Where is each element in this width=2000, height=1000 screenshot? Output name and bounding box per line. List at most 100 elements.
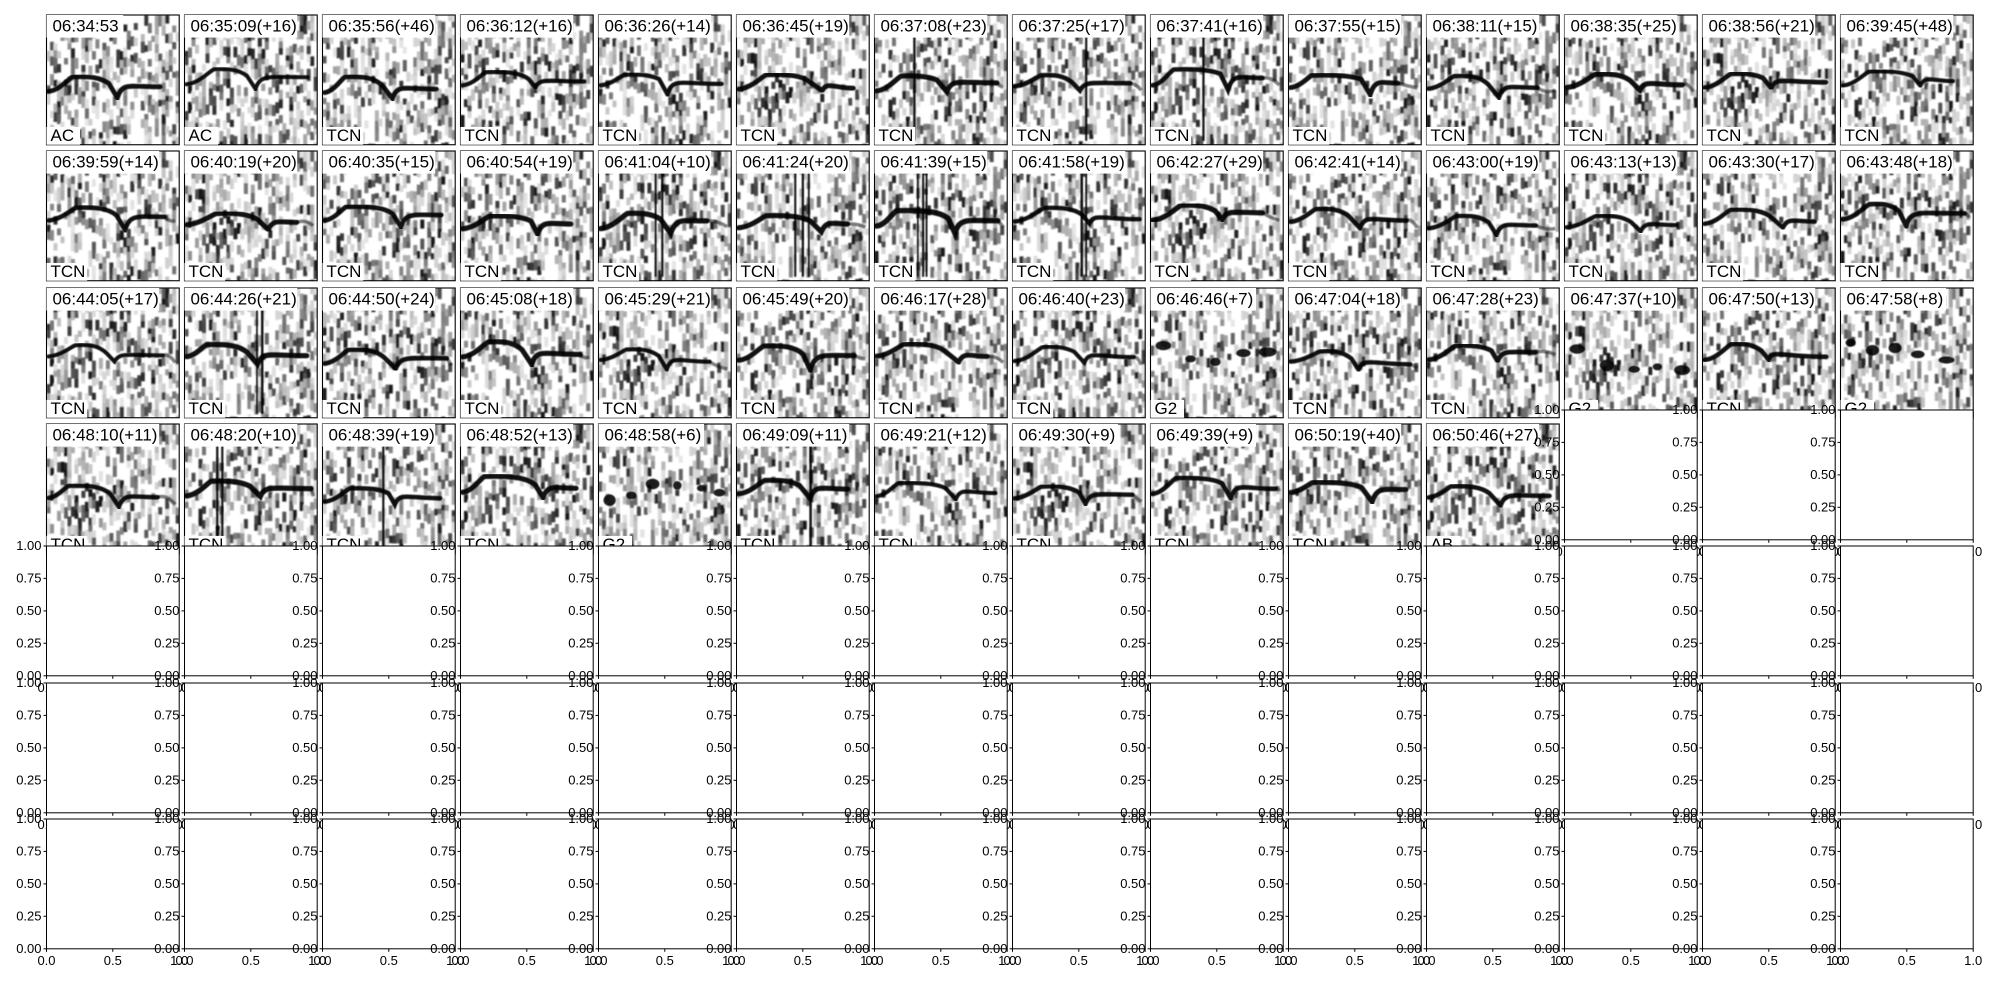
- svg-text:0.75: 0.75: [430, 707, 455, 722]
- svg-text:0.25: 0.25: [1120, 772, 1145, 787]
- svg-text:1.00: 1.00: [1120, 538, 1145, 553]
- svg-text:0.75: 0.75: [706, 843, 731, 858]
- svg-text:0.25: 0.25: [1810, 499, 1835, 514]
- svg-text:0.25: 0.25: [16, 772, 41, 787]
- svg-text:0.75: 0.75: [1534, 434, 1559, 449]
- svg-text:0.0: 0.0: [727, 953, 745, 968]
- svg-text:0.50: 0.50: [430, 739, 455, 754]
- svg-text:0.5: 0.5: [1898, 953, 1916, 968]
- svg-text:0.25: 0.25: [1396, 635, 1421, 650]
- svg-text:1.00: 1.00: [1258, 811, 1283, 826]
- svg-text:0.75: 0.75: [1672, 707, 1697, 722]
- svg-text:0.75: 0.75: [1534, 707, 1559, 722]
- svg-text:0.75: 0.75: [292, 571, 317, 586]
- svg-text:0.25: 0.25: [568, 908, 593, 923]
- svg-text:0.75: 0.75: [844, 843, 869, 858]
- svg-text:0.75: 0.75: [292, 707, 317, 722]
- svg-text:0.25: 0.25: [292, 772, 317, 787]
- svg-text:0.50: 0.50: [1396, 876, 1421, 891]
- svg-text:0.5: 0.5: [932, 953, 950, 968]
- svg-text:0.75: 0.75: [1534, 571, 1559, 586]
- svg-text:0.0: 0.0: [1417, 953, 1435, 968]
- svg-text:0.50: 0.50: [154, 603, 179, 618]
- svg-text:0.50: 0.50: [154, 876, 179, 891]
- svg-text:0.50: 0.50: [292, 876, 317, 891]
- svg-text:0.75: 0.75: [706, 571, 731, 586]
- svg-text:0.50: 0.50: [1258, 603, 1283, 618]
- svg-text:0.0: 0.0: [865, 953, 883, 968]
- svg-text:0.25: 0.25: [1534, 772, 1559, 787]
- svg-text:1.00: 1.00: [1534, 811, 1559, 826]
- svg-text:0.25: 0.25: [1810, 635, 1835, 650]
- svg-text:0.50: 0.50: [844, 739, 869, 754]
- svg-text:1.00: 1.00: [706, 538, 731, 553]
- svg-text:1.00: 1.00: [292, 674, 317, 689]
- svg-text:0.0: 0.0: [37, 953, 55, 968]
- svg-text:1.00: 1.00: [982, 674, 1007, 689]
- svg-text:0.50: 0.50: [1672, 739, 1697, 754]
- svg-text:0.50: 0.50: [568, 739, 593, 754]
- svg-text:0.75: 0.75: [292, 843, 317, 858]
- svg-text:06:39:45(+48): 06:39:45(+48): [1847, 16, 1953, 35]
- svg-text:0.5: 0.5: [1622, 953, 1640, 968]
- svg-text:0.75: 0.75: [1672, 434, 1697, 449]
- svg-text:1.00: 1.00: [154, 538, 179, 553]
- svg-text:1.00: 1.00: [568, 811, 593, 826]
- svg-text:0.50: 0.50: [1810, 603, 1835, 618]
- svg-text:0.25: 0.25: [1672, 772, 1697, 787]
- svg-text:1.00: 1.00: [1534, 402, 1559, 417]
- svg-text:0.50: 0.50: [568, 603, 593, 618]
- svg-text:0.0: 0.0: [589, 953, 607, 968]
- svg-text:0.50: 0.50: [706, 876, 731, 891]
- svg-text:06:49:30(+9): 06:49:30(+9): [1019, 425, 1116, 444]
- svg-text:0.75: 0.75: [568, 843, 593, 858]
- svg-text:0.5: 0.5: [1484, 953, 1502, 968]
- svg-text:0.25: 0.25: [1258, 635, 1283, 650]
- svg-text:0.25: 0.25: [292, 635, 317, 650]
- svg-text:0.50: 0.50: [1120, 739, 1145, 754]
- svg-text:0.25: 0.25: [16, 908, 41, 923]
- svg-text:0.75: 0.75: [844, 707, 869, 722]
- svg-text:0.50: 0.50: [1810, 739, 1835, 754]
- svg-text:0.5: 0.5: [794, 953, 812, 968]
- svg-text:0.50: 0.50: [16, 876, 41, 891]
- svg-text:1.00: 1.00: [706, 811, 731, 826]
- svg-text:0.75: 0.75: [1396, 843, 1421, 858]
- svg-text:0.50: 0.50: [1534, 467, 1559, 482]
- svg-text:1.00: 1.00: [292, 538, 317, 553]
- svg-text:0.75: 0.75: [1810, 843, 1835, 858]
- svg-text:1.00: 1.00: [1534, 674, 1559, 689]
- svg-text:0.75: 0.75: [154, 571, 179, 586]
- svg-text:0.25: 0.25: [982, 635, 1007, 650]
- svg-text:0.5: 0.5: [1760, 953, 1778, 968]
- svg-text:1.00: 1.00: [1810, 402, 1835, 417]
- svg-text:0.25: 0.25: [844, 635, 869, 650]
- svg-text:0.5: 0.5: [1346, 953, 1364, 968]
- svg-text:0.25: 0.25: [982, 908, 1007, 923]
- svg-text:1.00: 1.00: [1810, 674, 1835, 689]
- svg-text:0.75: 0.75: [1672, 571, 1697, 586]
- svg-text:0.50: 0.50: [844, 876, 869, 891]
- svg-text:0.0: 0.0: [1555, 953, 1573, 968]
- svg-text:0.50: 0.50: [430, 603, 455, 618]
- svg-text:0.25: 0.25: [16, 635, 41, 650]
- svg-text:0.50: 0.50: [844, 603, 869, 618]
- svg-text:0.50: 0.50: [1396, 739, 1421, 754]
- svg-text:0.75: 0.75: [16, 571, 41, 586]
- svg-text:1.00: 1.00: [1672, 674, 1697, 689]
- svg-text:1.00: 1.00: [1396, 674, 1421, 689]
- svg-text:0.50: 0.50: [1120, 603, 1145, 618]
- svg-text:0.50: 0.50: [1534, 603, 1559, 618]
- svg-text:0.25: 0.25: [982, 772, 1007, 787]
- svg-text:0.25: 0.25: [430, 772, 455, 787]
- svg-text:1.00: 1.00: [1258, 538, 1283, 553]
- svg-text:0.50: 0.50: [292, 739, 317, 754]
- svg-text:0.50: 0.50: [1672, 467, 1697, 482]
- svg-text:0.25: 0.25: [1534, 908, 1559, 923]
- svg-text:06:34:53: 06:34:53: [53, 16, 119, 35]
- svg-text:1.00: 1.00: [430, 674, 455, 689]
- svg-text:0.5: 0.5: [656, 953, 674, 968]
- svg-text:0.50: 0.50: [982, 739, 1007, 754]
- svg-text:0.25: 0.25: [292, 908, 317, 923]
- svg-text:0.75: 0.75: [430, 843, 455, 858]
